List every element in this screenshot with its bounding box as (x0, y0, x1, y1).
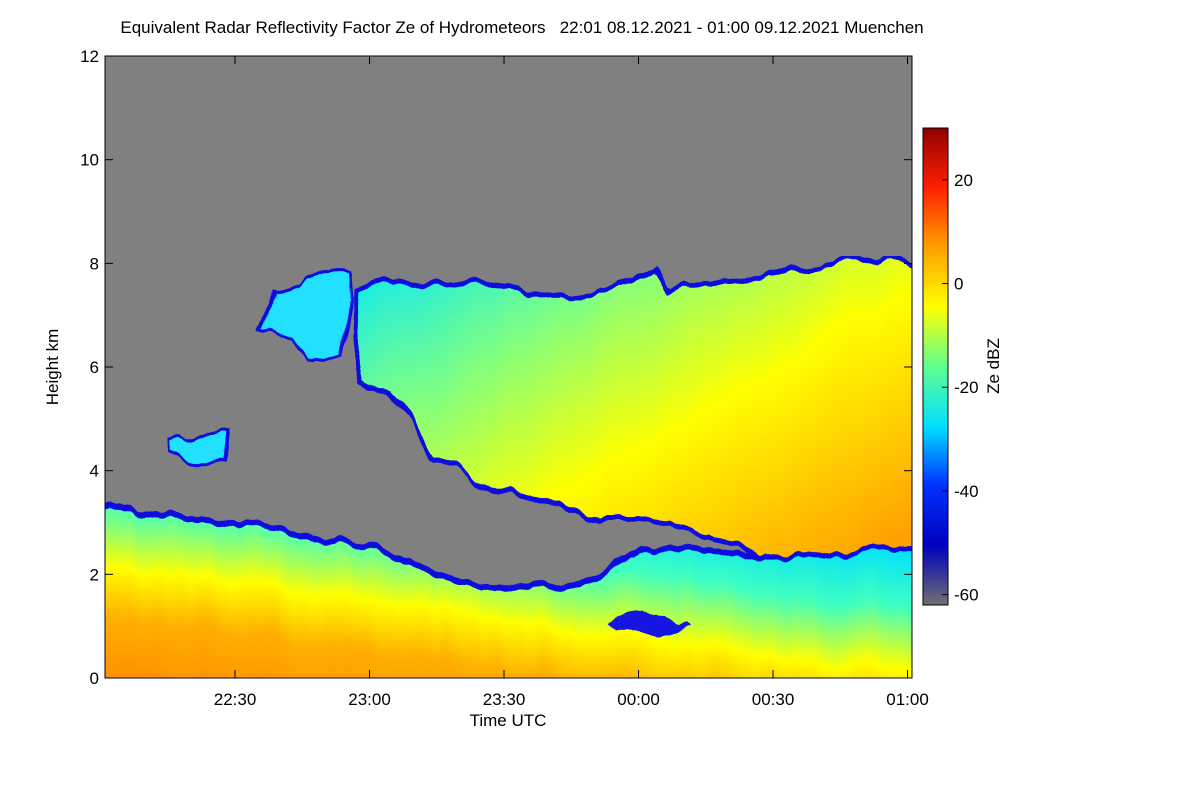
colorbar-tick-label: 20 (954, 171, 973, 190)
x-tick-label: 01:00 (886, 690, 929, 709)
x-tick-label: 00:00 (617, 690, 660, 709)
x-axis-label: Time UTC (470, 711, 547, 730)
x-tick-label: 23:00 (348, 690, 391, 709)
y-tick-label: 2 (90, 565, 99, 584)
colorbar-tick-label: 0 (954, 275, 963, 294)
y-tick-label: 10 (80, 151, 99, 170)
radar-field (105, 56, 912, 678)
colorbar-label: Ze dBZ (984, 338, 1003, 394)
colorbar (922, 127, 949, 606)
x-tick-label: 22:30 (214, 690, 257, 709)
y-tick-label: 4 (90, 462, 99, 481)
colorbar-tick-label: -40 (954, 482, 979, 501)
colorbar-tick-label: -60 (954, 586, 979, 605)
y-axis-label: Height km (43, 329, 62, 406)
y-tick-label: 8 (90, 254, 99, 273)
y-tick-label: 6 (90, 358, 99, 377)
x-tick-label: 23:30 (483, 690, 526, 709)
x-tick-label: 00:30 (752, 690, 795, 709)
chart-title: Equivalent Radar Reflectivity Factor Ze … (120, 18, 923, 37)
y-tick-label: 12 (80, 47, 99, 66)
y-tick-label: 0 (90, 669, 99, 688)
colorbar-tick-label: -20 (954, 378, 979, 397)
